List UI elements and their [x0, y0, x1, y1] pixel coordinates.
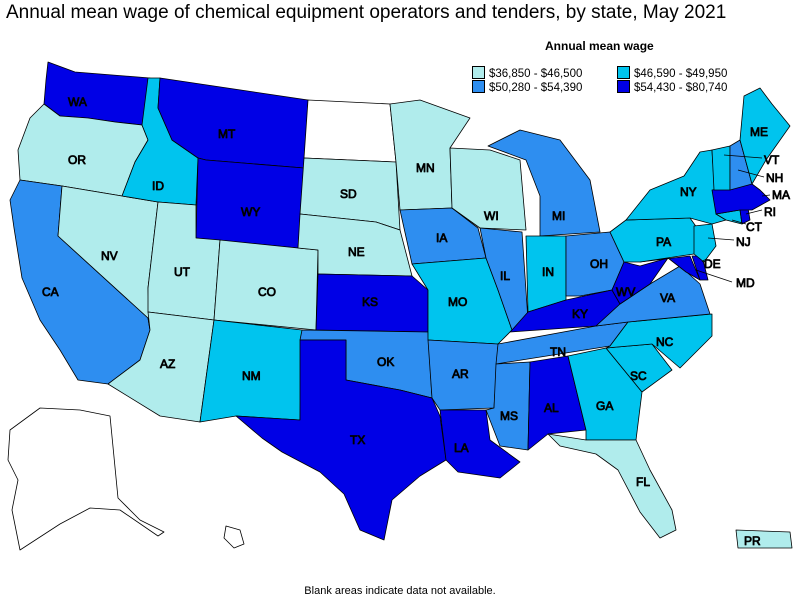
state-label-OR: OR	[68, 153, 86, 167]
legend-label-3: $50,280 - $54,390	[489, 82, 583, 94]
state-label-WV: WV	[616, 285, 635, 299]
state-label-PR: PR	[744, 534, 761, 548]
legend-swatch-1	[472, 66, 485, 79]
state-label-SC: SC	[630, 369, 647, 383]
state-label-IN: IN	[542, 265, 554, 279]
legend-item-2: $46,590 - $49,950	[617, 66, 727, 80]
state-label-WA: WA	[68, 95, 87, 109]
state-AL[interactable]	[527, 355, 587, 451]
state-AR[interactable]	[427, 339, 499, 411]
legend-item-1: $36,850 - $46,500	[472, 66, 582, 80]
state-label-MN: MN	[416, 161, 435, 175]
state-MA[interactable]	[711, 183, 771, 215]
state-label-PA: PA	[656, 235, 671, 249]
state-label-NC: NC	[656, 335, 674, 349]
state-CO[interactable]	[213, 239, 319, 331]
state-label-OH: OH	[590, 257, 608, 271]
footnote: Blank areas indicate data not available.	[304, 585, 496, 597]
state-label-MI: MI	[552, 209, 565, 223]
state-label-CA: CA	[42, 285, 59, 299]
state-label-CO: CO	[258, 285, 276, 299]
legend-swatch-2	[617, 66, 630, 79]
callout-lines	[695, 154, 771, 283]
state-VT[interactable]	[711, 145, 731, 191]
state-label-AZ: AZ	[160, 357, 175, 371]
legend-title: Annual mean wage	[545, 39, 654, 53]
state-label-VA: VA	[660, 291, 675, 305]
state-label-TX: TX	[350, 433, 365, 447]
state-LA[interactable]	[439, 409, 521, 479]
state-label-NH: NH	[766, 171, 783, 185]
state-label-NV: NV	[101, 249, 118, 263]
state-WI[interactable]	[449, 147, 527, 231]
state-label-NM: NM	[242, 369, 261, 383]
state-MI[interactable]	[487, 129, 601, 237]
state-AK[interactable]	[7, 407, 165, 551]
state-label-VT: VT	[764, 153, 780, 167]
state-label-OK: OK	[377, 355, 394, 369]
state-label-TN: TN	[550, 345, 566, 359]
state-label-AR: AR	[452, 367, 469, 381]
state-ME[interactable]	[739, 87, 791, 185]
state-label-WY: WY	[241, 205, 260, 219]
state-label-IA: IA	[436, 231, 447, 245]
state-label-MS: MS	[500, 409, 518, 423]
legend-swatch-4	[617, 80, 630, 93]
state-label-MT: MT	[218, 127, 236, 141]
map-title: Annual mean wage of chemical equipment o…	[6, 2, 727, 23]
state-label-IL: IL	[500, 269, 510, 283]
state-label-DE: DE	[704, 257, 721, 271]
legend-item-4: $54,430 - $80,740	[617, 80, 727, 94]
state-label-ID: ID	[152, 179, 164, 193]
state-NJ[interactable]	[693, 223, 717, 263]
state-label-ME: ME	[750, 125, 768, 139]
state-label-NY: NY	[680, 185, 697, 199]
state-PR[interactable]	[735, 529, 793, 549]
state-label-NJ: NJ	[736, 235, 751, 249]
state-label-NE: NE	[348, 245, 365, 259]
legend-label-4: $54,430 - $80,740	[634, 82, 728, 94]
state-label-KS: KS	[362, 295, 378, 309]
state-label-MD: MD	[736, 276, 755, 290]
state-label-UT: UT	[174, 265, 191, 279]
legend-item-3: $50,280 - $54,390	[472, 80, 582, 94]
state-label-LA: LA	[454, 441, 469, 455]
state-WY[interactable]	[195, 157, 305, 249]
state-label-GA: GA	[596, 399, 613, 413]
state-label-CT: CT	[746, 220, 763, 234]
legend-label-2: $46,590 - $49,950	[634, 68, 728, 80]
state-label-WI: WI	[484, 209, 499, 223]
state-TX[interactable]	[235, 339, 447, 541]
state-HI[interactable]	[223, 525, 245, 549]
state-label-RI: RI	[764, 205, 776, 219]
state-label-MA: MA	[772, 188, 790, 202]
state-label-MO: MO	[448, 295, 467, 309]
state-label-SD: SD	[340, 187, 357, 201]
state-ND[interactable]	[303, 99, 397, 163]
state-labels: WA OR CA NV ID MT WY UT CO AZ NM SD NE K…	[42, 95, 791, 549]
state-label-AL: AL	[544, 401, 559, 415]
state-FL[interactable]	[547, 433, 677, 539]
legend-swatch-3	[472, 80, 485, 93]
legend-label-1: $36,850 - $46,500	[489, 68, 583, 80]
state-label-KY: KY	[572, 307, 588, 321]
state-NY[interactable]	[625, 149, 727, 225]
state-label-FL: FL	[636, 475, 650, 489]
state-IA[interactable]	[399, 207, 487, 265]
state-PA[interactable]	[609, 217, 701, 263]
